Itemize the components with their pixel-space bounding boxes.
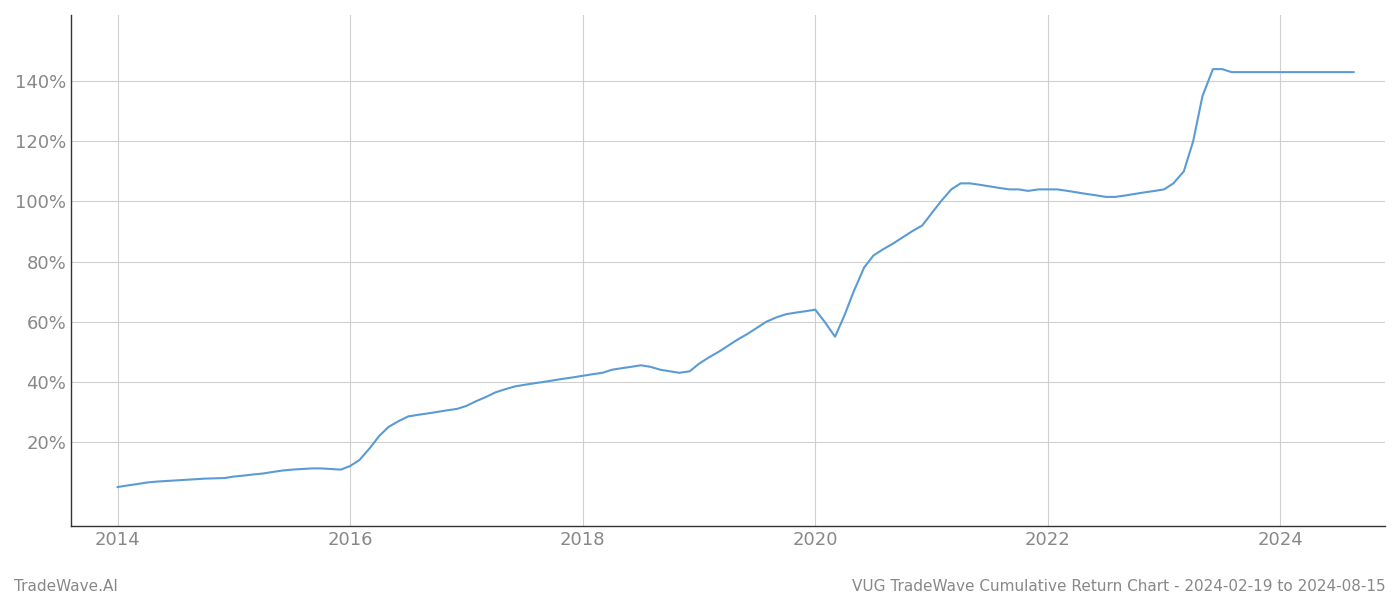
Text: TradeWave.AI: TradeWave.AI <box>14 579 118 594</box>
Text: VUG TradeWave Cumulative Return Chart - 2024-02-19 to 2024-08-15: VUG TradeWave Cumulative Return Chart - … <box>853 579 1386 594</box>
